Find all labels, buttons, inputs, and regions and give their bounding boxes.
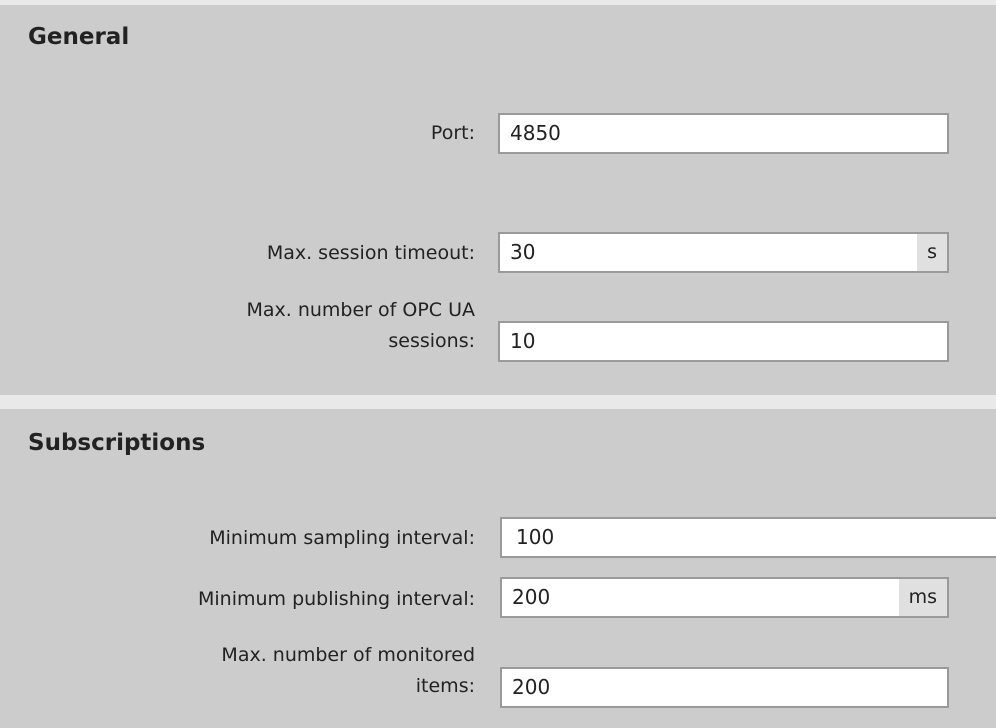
monitored-items-value: 200: [512, 675, 551, 699]
top-divider: [0, 0, 996, 5]
section-title-subscriptions: Subscriptions: [28, 430, 206, 456]
port-input[interactable]: 4850: [498, 113, 949, 154]
port-label: Port:: [430, 122, 475, 144]
label-line: sessions:: [388, 330, 475, 352]
publishing-label: Minimum publishing interval:: [197, 588, 475, 610]
max-sessions-input[interactable]: 10: [498, 321, 949, 362]
session-timeout-input[interactable]: 30 s: [498, 232, 949, 273]
unit-label: s: [917, 234, 947, 271]
publishing-value: 200: [512, 585, 551, 609]
port-value: 4850: [510, 121, 561, 145]
monitored-items-input[interactable]: 200: [500, 667, 949, 708]
section-title-general: General: [28, 24, 130, 50]
section-divider: [0, 395, 996, 409]
label-line: Max. number of OPC UA: [246, 299, 475, 321]
publishing-input[interactable]: 200 ms: [500, 577, 949, 618]
label-line: Max. number of monitored: [221, 644, 475, 666]
monitored-items-label: Max. number of monitored items:: [221, 643, 475, 699]
label-line: items:: [415, 675, 475, 697]
max-sessions-label: Max. number of OPC UA sessions:: [246, 298, 475, 354]
max-sessions-value: 10: [510, 329, 536, 353]
sampling-label: Minimum sampling interval:: [209, 527, 475, 549]
sampling-input[interactable]: 100: [500, 517, 996, 558]
session-timeout-label: Max. session timeout:: [266, 242, 475, 264]
unit-label: ms: [898, 579, 947, 616]
sampling-value: 100: [516, 525, 555, 549]
session-timeout-value: 30: [510, 240, 536, 264]
